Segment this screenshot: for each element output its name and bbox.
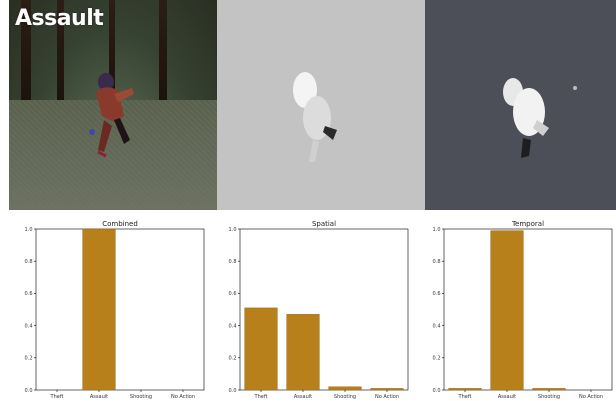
y-tick-label: 0.2 [25, 356, 33, 362]
x-tick-label: Shooting [334, 394, 356, 400]
bar-theft [244, 307, 278, 391]
bar-theft [448, 388, 482, 391]
x-tick-label: No Action [375, 394, 399, 400]
bar-no-action [370, 388, 404, 391]
x-tick-label: No Action [171, 394, 195, 400]
x-tick-label: Shooting [130, 394, 152, 400]
tree-trunk [109, 0, 115, 110]
x-tick-label: Theft [458, 394, 472, 400]
chart-spatial: Spatial 0.0 0.2 0.4 0.6 0.8 1.0 Theft Assault Sho… [218, 216, 418, 404]
combined-bar-chart: Combined 0.0 0.2 0.4 0.6 0.8 1.0 Theft Assault Sh… [25, 220, 205, 400]
chart-combined: Combined 0.0 0.2 0.4 0.6 0.8 1.0 Theft Assault Sh… [14, 216, 214, 404]
y-tick-label: 1.0 [25, 227, 33, 233]
plot-frame [35, 228, 205, 391]
bar-shooting [532, 388, 566, 391]
y-tick-label: 0.0 [229, 388, 237, 394]
bar-assault [82, 228, 116, 391]
person-figure [89, 73, 134, 158]
bar-assault [286, 314, 320, 391]
y-tick-label: 0.6 [25, 291, 33, 297]
rgb-frame: Assault [9, 0, 217, 210]
y-tick-label: 0.8 [433, 259, 441, 265]
spatial-bar-chart: Spatial 0.0 0.2 0.4 0.6 0.8 1.0 Theft Assault Sho… [229, 220, 409, 400]
x-tick-label: Theft [254, 394, 268, 400]
x-tick-label: Assault [90, 394, 108, 400]
y-tick-label: 0.0 [25, 388, 33, 394]
x-tick-label: Theft [50, 394, 64, 400]
y-tick-label: 0.2 [433, 356, 441, 362]
y-tick-label: 0.6 [229, 291, 237, 297]
video-frames: Assault [9, 0, 616, 210]
y-tick-label: 0.6 [433, 291, 441, 297]
y-tick-label: 0.8 [25, 259, 33, 265]
y-tick-label: 1.0 [433, 227, 441, 233]
y-tick-label: 1.0 [229, 227, 237, 233]
temporal-frame [425, 0, 616, 210]
x-tick-label: Assault [498, 394, 516, 400]
y-tick-label: 0.0 [433, 388, 441, 394]
y-tick-label: 0.8 [229, 259, 237, 265]
tree-trunk [57, 0, 64, 110]
x-tick-label: Shooting [538, 394, 560, 400]
chart-temporal: Temporal 0.0 0.2 0.4 0.6 0.8 1.0 Theft Assault Sh… [422, 216, 616, 404]
tree-trunk [21, 0, 31, 110]
y-tick-label: 0.4 [25, 323, 33, 329]
bar-assault [490, 230, 524, 391]
chart-title: Spatial [312, 220, 336, 228]
y-tick-label: 0.4 [433, 323, 441, 329]
chart-title: Combined [102, 220, 138, 228]
plot-frame [239, 228, 409, 391]
x-tick-label: No Action [579, 394, 603, 400]
y-tick-label: 0.2 [229, 356, 237, 362]
bar-shooting [328, 386, 362, 391]
x-tick-label: Assault [294, 394, 312, 400]
chart-title: Temporal [511, 220, 544, 228]
y-tick-label: 0.4 [229, 323, 237, 329]
temporal-saliency-figure [503, 78, 578, 158]
temporal-bar-chart: Temporal 0.0 0.2 0.4 0.6 0.8 1.0 Theft Assault Sh… [433, 220, 613, 400]
spatial-frame [216, 0, 426, 210]
plot-frame [443, 228, 613, 391]
action-label: Assault [15, 6, 104, 31]
spatial-saliency-figure [292, 72, 337, 162]
tree-trunk [159, 0, 167, 110]
